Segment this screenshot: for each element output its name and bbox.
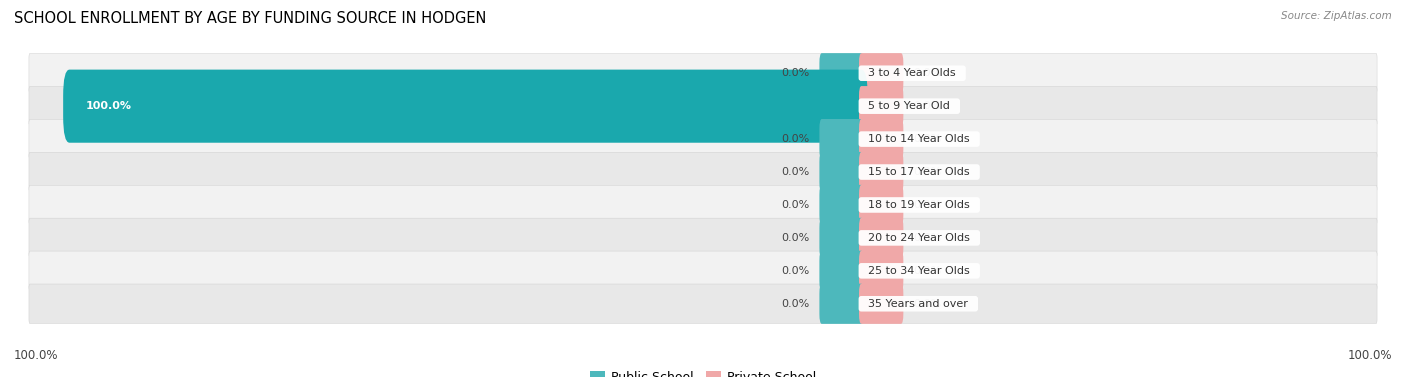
Text: 18 to 19 Year Olds: 18 to 19 Year Olds <box>862 200 977 210</box>
Text: 25 to 34 Year Olds: 25 to 34 Year Olds <box>862 266 977 276</box>
FancyBboxPatch shape <box>859 53 903 93</box>
Text: 100.0%: 100.0% <box>14 349 59 362</box>
FancyBboxPatch shape <box>820 152 863 192</box>
FancyBboxPatch shape <box>820 218 863 258</box>
Text: 10 to 14 Year Olds: 10 to 14 Year Olds <box>862 134 977 144</box>
Text: 0.0%: 0.0% <box>912 167 941 177</box>
Text: 0.0%: 0.0% <box>782 167 810 177</box>
Text: 0.0%: 0.0% <box>912 134 941 144</box>
FancyBboxPatch shape <box>30 86 1376 126</box>
Text: 0.0%: 0.0% <box>782 200 810 210</box>
FancyBboxPatch shape <box>30 54 1376 93</box>
Text: SCHOOL ENROLLMENT BY AGE BY FUNDING SOURCE IN HODGEN: SCHOOL ENROLLMENT BY AGE BY FUNDING SOUR… <box>14 11 486 26</box>
FancyBboxPatch shape <box>859 86 903 126</box>
Legend: Public School, Private School: Public School, Private School <box>585 366 821 377</box>
Text: 100.0%: 100.0% <box>1347 349 1392 362</box>
Text: 0.0%: 0.0% <box>912 200 941 210</box>
FancyBboxPatch shape <box>30 152 1376 192</box>
Text: 0.0%: 0.0% <box>912 266 941 276</box>
Text: 0.0%: 0.0% <box>782 299 810 309</box>
Text: 3 to 4 Year Olds: 3 to 4 Year Olds <box>862 68 963 78</box>
Text: 0.0%: 0.0% <box>782 68 810 78</box>
Text: 20 to 24 Year Olds: 20 to 24 Year Olds <box>862 233 977 243</box>
FancyBboxPatch shape <box>859 218 903 258</box>
FancyBboxPatch shape <box>30 218 1376 257</box>
Text: 0.0%: 0.0% <box>912 299 941 309</box>
Text: 0.0%: 0.0% <box>912 101 941 111</box>
FancyBboxPatch shape <box>859 284 903 324</box>
FancyBboxPatch shape <box>820 284 863 324</box>
FancyBboxPatch shape <box>30 251 1376 291</box>
FancyBboxPatch shape <box>859 251 903 291</box>
FancyBboxPatch shape <box>30 120 1376 159</box>
Text: 0.0%: 0.0% <box>782 233 810 243</box>
FancyBboxPatch shape <box>820 119 863 159</box>
Text: 0.0%: 0.0% <box>912 68 941 78</box>
FancyBboxPatch shape <box>820 53 863 93</box>
Text: 5 to 9 Year Old: 5 to 9 Year Old <box>862 101 957 111</box>
FancyBboxPatch shape <box>30 185 1376 225</box>
FancyBboxPatch shape <box>63 70 868 143</box>
FancyBboxPatch shape <box>820 185 863 225</box>
Text: 100.0%: 100.0% <box>86 101 131 111</box>
Text: 0.0%: 0.0% <box>782 134 810 144</box>
Text: 15 to 17 Year Olds: 15 to 17 Year Olds <box>862 167 977 177</box>
Text: 35 Years and over: 35 Years and over <box>862 299 976 309</box>
FancyBboxPatch shape <box>859 185 903 225</box>
Text: Source: ZipAtlas.com: Source: ZipAtlas.com <box>1281 11 1392 21</box>
Text: 0.0%: 0.0% <box>912 233 941 243</box>
Text: 0.0%: 0.0% <box>782 266 810 276</box>
FancyBboxPatch shape <box>820 251 863 291</box>
FancyBboxPatch shape <box>859 152 903 192</box>
FancyBboxPatch shape <box>859 119 903 159</box>
FancyBboxPatch shape <box>30 284 1376 323</box>
